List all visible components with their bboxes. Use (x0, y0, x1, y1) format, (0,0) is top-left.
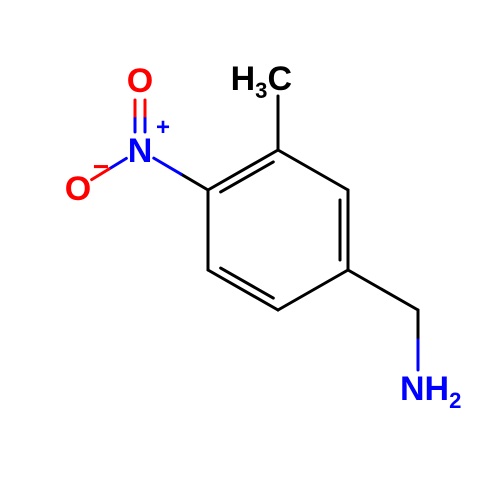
nitro-oxygen-single-label: O (65, 170, 91, 208)
nitro-plus-charge: + (156, 114, 170, 141)
methyl-label: H3C (231, 60, 292, 103)
amine-nh: NH (400, 370, 449, 408)
atoms-group: H3C N + O O − NH2 (65, 60, 462, 413)
methyl-sub: 3 (255, 78, 267, 103)
methyl-c: C (267, 60, 292, 98)
amine-sub: 2 (449, 388, 461, 413)
nitro-nitrogen-label: N (128, 132, 153, 170)
nitro-oxygen-double-label: O (127, 62, 153, 100)
nitro-minus-charge: − (93, 151, 109, 182)
amine-label: NH2 (400, 370, 461, 413)
methyl-h: H (231, 60, 256, 98)
molecule-diagram: H3C N + O O − NH2 (0, 0, 500, 500)
